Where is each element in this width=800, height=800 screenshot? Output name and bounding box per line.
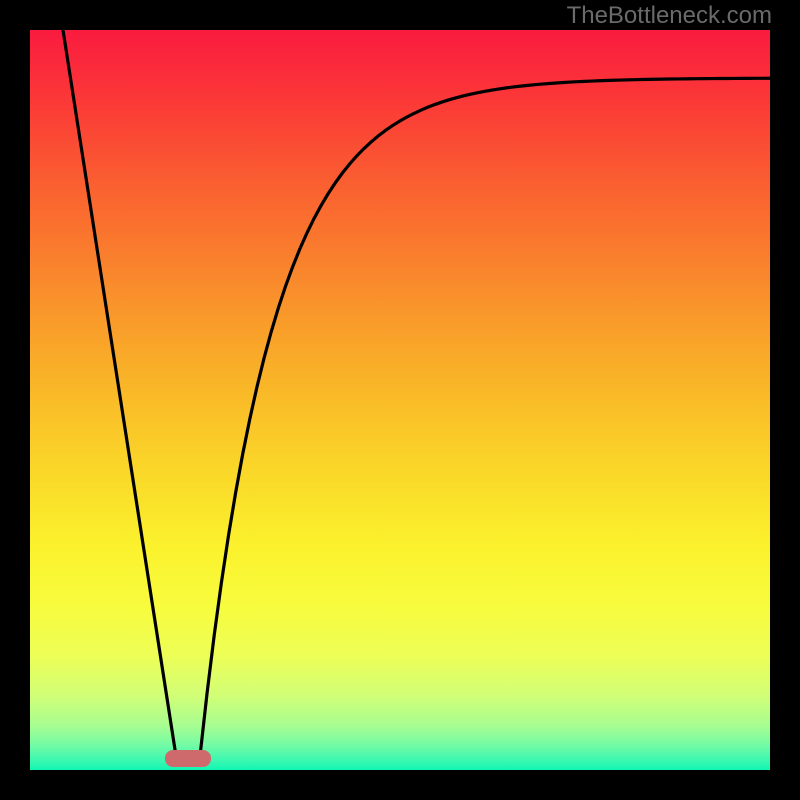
watermark-text: TheBottleneck.com xyxy=(567,2,772,30)
chart-container: TheBottleneck.com xyxy=(0,0,800,800)
curve-overlay xyxy=(30,30,770,770)
plot-area xyxy=(30,30,770,770)
bottleneck-marker xyxy=(165,750,211,767)
